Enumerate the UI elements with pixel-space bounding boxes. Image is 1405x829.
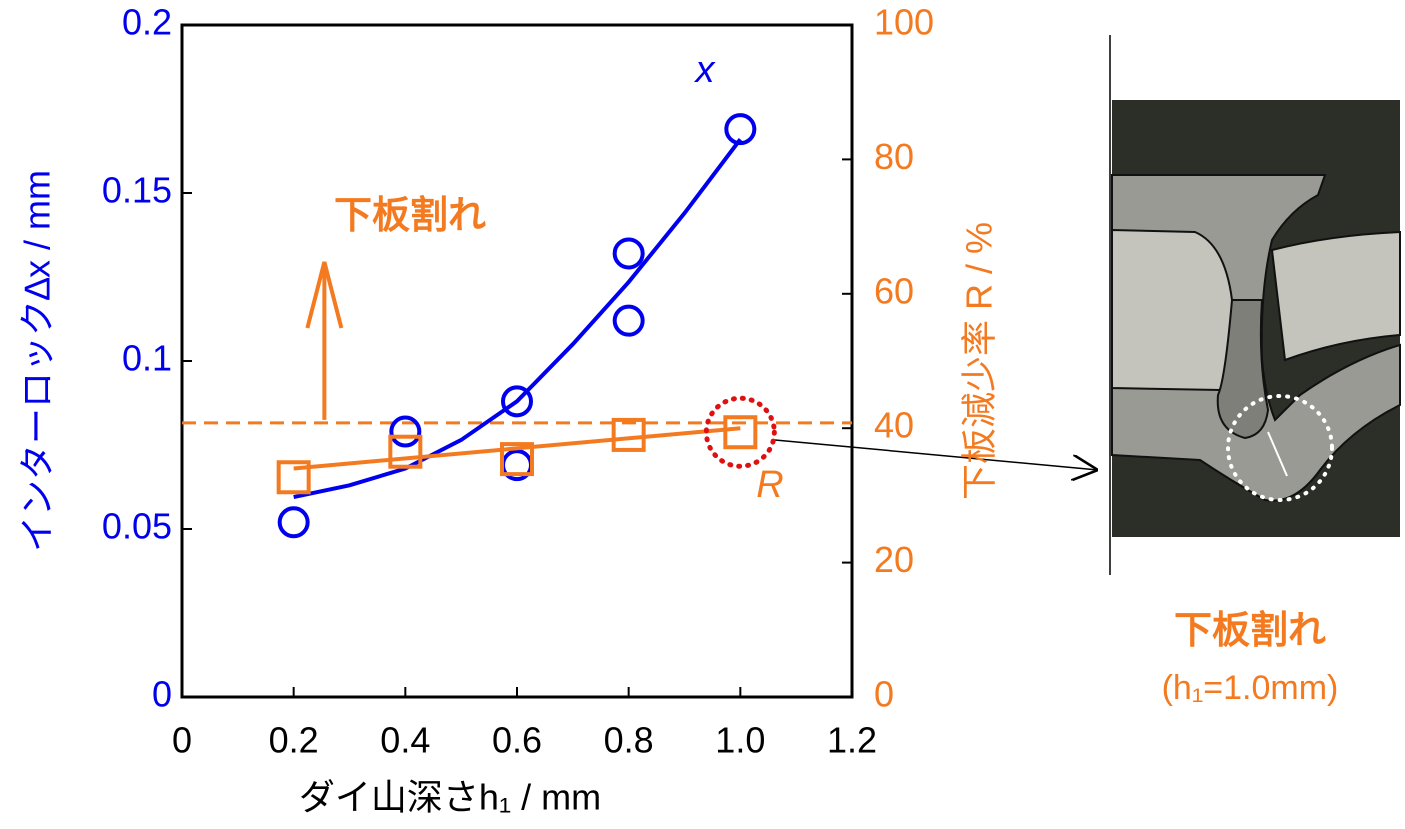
- series-label: R: [756, 464, 783, 506]
- data-point: [726, 115, 754, 143]
- x-tick-label: 0.2: [269, 720, 319, 761]
- data-point: [615, 307, 643, 335]
- micrograph: [1110, 35, 1400, 575]
- y-tick-label: 0.1: [122, 338, 172, 379]
- x-tick-label: 0.8: [604, 720, 654, 761]
- x-axis-title: ダイ山深さh₁ / mm: [299, 777, 601, 818]
- y-tick-label: 0.2: [122, 2, 172, 43]
- y2-tick-label: 80: [874, 136, 914, 177]
- pointer-arrow: [775, 440, 1098, 470]
- plot-frame: [182, 25, 852, 697]
- x-tick-label: 0: [172, 720, 192, 761]
- y-tick-label: 0.15: [102, 170, 172, 211]
- y2-tick-label: 100: [874, 2, 934, 43]
- data-point: [615, 239, 643, 267]
- data-point: [280, 508, 308, 536]
- y2-tick-label: 40: [874, 405, 914, 446]
- fit-line: [294, 428, 741, 468]
- y-axis-title: インターロック∆x / mm: [17, 170, 58, 552]
- threshold-label: 下板割れ: [334, 195, 486, 237]
- y2-axis-title: 下板減少率 R / %: [959, 222, 1000, 500]
- series-label: x: [694, 49, 717, 91]
- x-tick-label: 1.2: [827, 720, 877, 761]
- image-subcaption: (h₁=1.0mm): [1162, 669, 1339, 707]
- y2-tick-label: 0: [874, 674, 894, 715]
- y-tick-label: 0: [152, 674, 172, 715]
- data-point: [614, 420, 644, 450]
- y-tick-label: 0.05: [102, 506, 172, 547]
- y2-tick-label: 20: [874, 539, 914, 580]
- x-tick-label: 0.6: [492, 720, 542, 761]
- y2-tick-label: 60: [874, 270, 914, 311]
- chart: 下板割れ (h₁=1.0mm) ダイ山深さh₁ / mm インターロック∆x /…: [0, 0, 1405, 829]
- x-tick-label: 1.0: [715, 720, 765, 761]
- image-caption: 下板割れ: [1174, 610, 1326, 652]
- x-tick-label: 0.4: [380, 720, 430, 761]
